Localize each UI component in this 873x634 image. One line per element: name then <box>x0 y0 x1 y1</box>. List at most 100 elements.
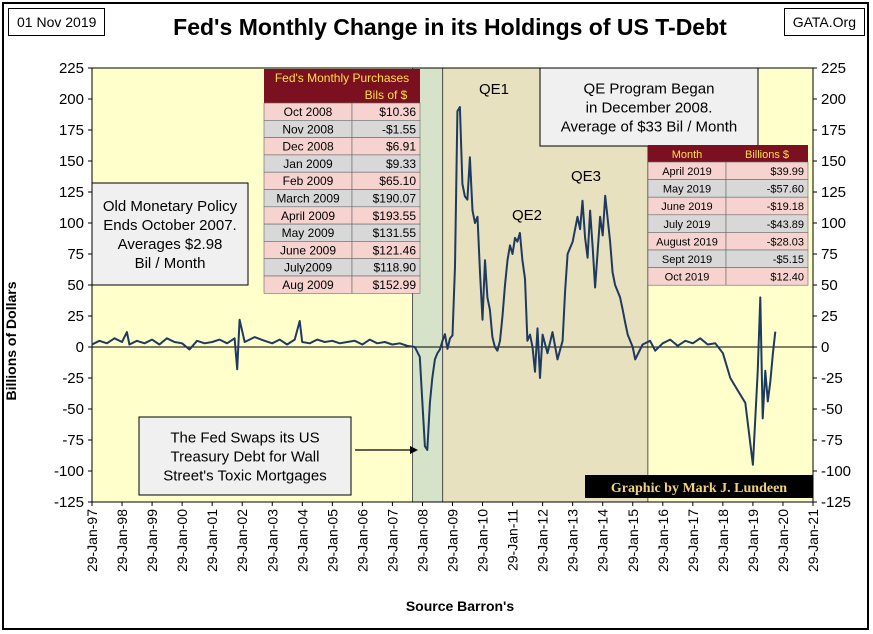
purchases-row-value: $190.07 <box>373 192 417 206</box>
table-2019-row-month: April 2019 <box>662 166 712 178</box>
qe1-label: QE1 <box>479 81 509 98</box>
purchases-row-value: $10.36 <box>379 105 416 119</box>
swap-note-line: The Fed Swaps its US <box>170 430 319 447</box>
x-tick-label: 29-Jan-15 <box>625 509 641 572</box>
x-tick-label: 29-Jan-11 <box>505 509 521 571</box>
y-tick-label-right: 25 <box>821 308 838 325</box>
y-tick-label-left: 125 <box>59 184 84 201</box>
table-2019-row-month: July 2019 <box>663 219 710 231</box>
x-tick-label: 29-Jan-21 <box>805 509 821 572</box>
y-tick-label-right: -50 <box>821 401 843 418</box>
x-tick-label: 29-Jan-04 <box>294 509 310 572</box>
chart-title: Fed's Monthly Change in its Holdings of … <box>173 14 727 40</box>
y-tick-label-right: 175 <box>821 122 846 139</box>
purchases-table-value-header: Bils of $ <box>365 88 408 102</box>
credit-banner-text: Graphic by Mark J. Lundeen <box>611 481 787 496</box>
x-tick-label: 29-Jan-14 <box>595 509 611 572</box>
purchases-row-value: $152.99 <box>373 278 417 292</box>
series-line <box>91 106 777 466</box>
table-2019-row-value: -$19.18 <box>767 201 804 213</box>
x-tick-label: 29-Jan-02 <box>234 509 250 572</box>
y-tick-label-left: -125 <box>54 494 84 511</box>
old-policy-note-line: Old Monetary Policy <box>103 198 238 215</box>
y-tick-label-right: 100 <box>821 215 846 232</box>
date-label: 01 Nov 2019 <box>8 8 106 36</box>
swap-note-box <box>138 416 352 496</box>
purchases-row-month: Dec 2008 <box>282 140 334 154</box>
credit-banner-bg <box>585 475 813 498</box>
y-tick-label-left: 200 <box>59 91 84 108</box>
table-2019-row-month: Oct 2019 <box>665 272 710 284</box>
y-tick-label-right: 50 <box>821 277 838 294</box>
x-tick-label: 29-Jan-09 <box>445 509 461 572</box>
qe-program-note-line: Average of $33 Bil / Month <box>561 119 738 136</box>
table-2019-row-value: -$5.15 <box>773 254 804 266</box>
y-tick-label-right: 0 <box>821 339 829 356</box>
x-tick-label: 29-Jan-19 <box>745 509 761 572</box>
x-tick-label: 29-Jan-01 <box>204 509 220 572</box>
y-tick-label-left: -50 <box>62 401 84 418</box>
x-tick-label: 29-Jan-18 <box>715 509 731 572</box>
x-tick-label: 29-Jan-06 <box>354 509 370 572</box>
purchases-row-value: $9.33 <box>386 157 416 171</box>
y-tick-label-left: 100 <box>59 215 84 232</box>
purchases-table-title: Fed's Monthly Purchases <box>275 71 409 85</box>
y-tick-label-right: 225 <box>821 60 846 77</box>
old-policy-note-line: Bil / Month <box>135 255 206 272</box>
x-tick-label: 29-Jan-03 <box>264 509 280 572</box>
purchases-table-header-bg <box>264 86 420 103</box>
purchases-row-month: Nov 2008 <box>282 122 334 136</box>
qe2-label: QE2 <box>512 207 542 224</box>
qe-program-note-line: QE Program Began <box>584 81 715 98</box>
x-tick-label: 29-Jan-10 <box>475 509 491 572</box>
swap-arrow-head <box>410 446 418 454</box>
table-2019-row-value: -$57.60 <box>767 184 804 196</box>
swap-note: The Fed Swaps its US Treasury Debt for Wa… <box>138 416 352 496</box>
swap-note-line: Treasury Debt for Wall <box>171 449 320 466</box>
purchases-row-value: $65.10 <box>379 174 416 188</box>
purchases-row-value: $118.90 <box>374 261 417 275</box>
table-2019-row-value-cell <box>725 267 809 286</box>
y-tick-label-left: 175 <box>59 122 84 139</box>
y-tick-label-right: -75 <box>821 432 843 449</box>
y-tick-label-right: 200 <box>821 91 846 108</box>
table-2019-row-month: August 2019 <box>656 236 718 248</box>
purchases-table: Fed's Monthly Purchases Bils of $ Oct 2008… <box>263 69 421 294</box>
y-tick-label-left: -100 <box>54 463 84 480</box>
x-tick-label: 29-Jan-07 <box>384 509 400 572</box>
swap-note-line: Street's Toxic Mortgages <box>163 468 327 485</box>
y-tick-label-left: 75 <box>67 246 84 263</box>
old-policy-note: Old Monetary Policy Ends October 2007. Ave… <box>91 182 249 286</box>
y-tick-label-right: 150 <box>821 153 846 170</box>
y-tick-label-right: 75 <box>821 246 838 263</box>
table-2019-row-value: -$28.03 <box>767 236 804 248</box>
x-tick-label: 29-Jan-12 <box>535 509 551 572</box>
purchases-row-month: July2009 <box>284 261 332 275</box>
purchases-row-month: Feb 2009 <box>283 174 334 188</box>
table-2019-header-month: Month <box>672 149 703 161</box>
table-2019-header-bg <box>648 145 808 162</box>
y-tick-label-left: 225 <box>59 60 84 77</box>
y-tick-label-left: 25 <box>67 308 84 325</box>
source-site-label: GATA.Org <box>783 8 865 36</box>
purchases-row-month: Jan 2009 <box>283 157 333 171</box>
old-policy-note-line: Ends October 2007. <box>103 217 236 234</box>
y-tick-label-right: 125 <box>821 184 846 201</box>
table-2019: Month Billions $ April 2019 $39.99 May 2019 -… <box>647 145 809 286</box>
purchases-row-value: $121.46 <box>373 243 417 257</box>
x-tick-label: 29-Jan-05 <box>324 509 340 572</box>
purchases-row-value: -$1.55 <box>382 122 416 136</box>
purchases-row-month: March 2009 <box>276 192 340 206</box>
purchases-row-month: Aug 2009 <box>282 278 334 292</box>
purchases-row-month: May 2009 <box>282 226 335 240</box>
old-policy-note-line: Averages $2.98 <box>118 236 223 253</box>
purchases-row-value-cell <box>351 275 421 294</box>
y-tick-label-left: -75 <box>62 432 84 449</box>
table-2019-header-value: Billions $ <box>745 149 789 161</box>
y-tick-label-left: 0 <box>76 339 84 356</box>
y-tick-label-left: 150 <box>59 153 84 170</box>
x-tick-label: 29-Jan-98 <box>114 509 130 572</box>
purchases-row-month: April 2009 <box>281 209 335 223</box>
qe-program-note-line: in December 2008. <box>586 100 713 117</box>
